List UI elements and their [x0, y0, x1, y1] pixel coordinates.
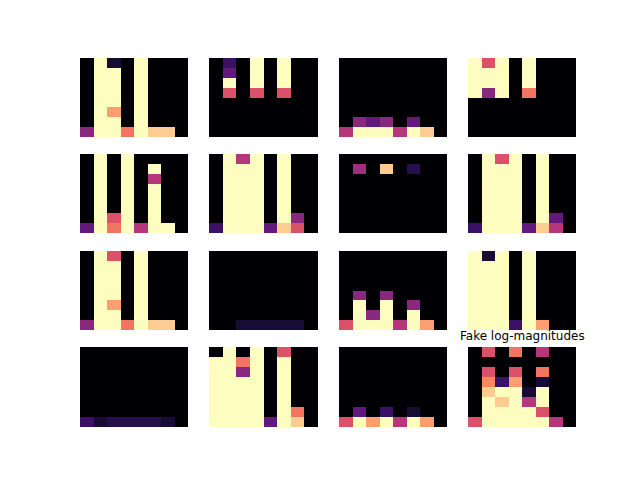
svg-text:Fake log-magnitudes: Fake log-magnitudes [460, 329, 585, 343]
